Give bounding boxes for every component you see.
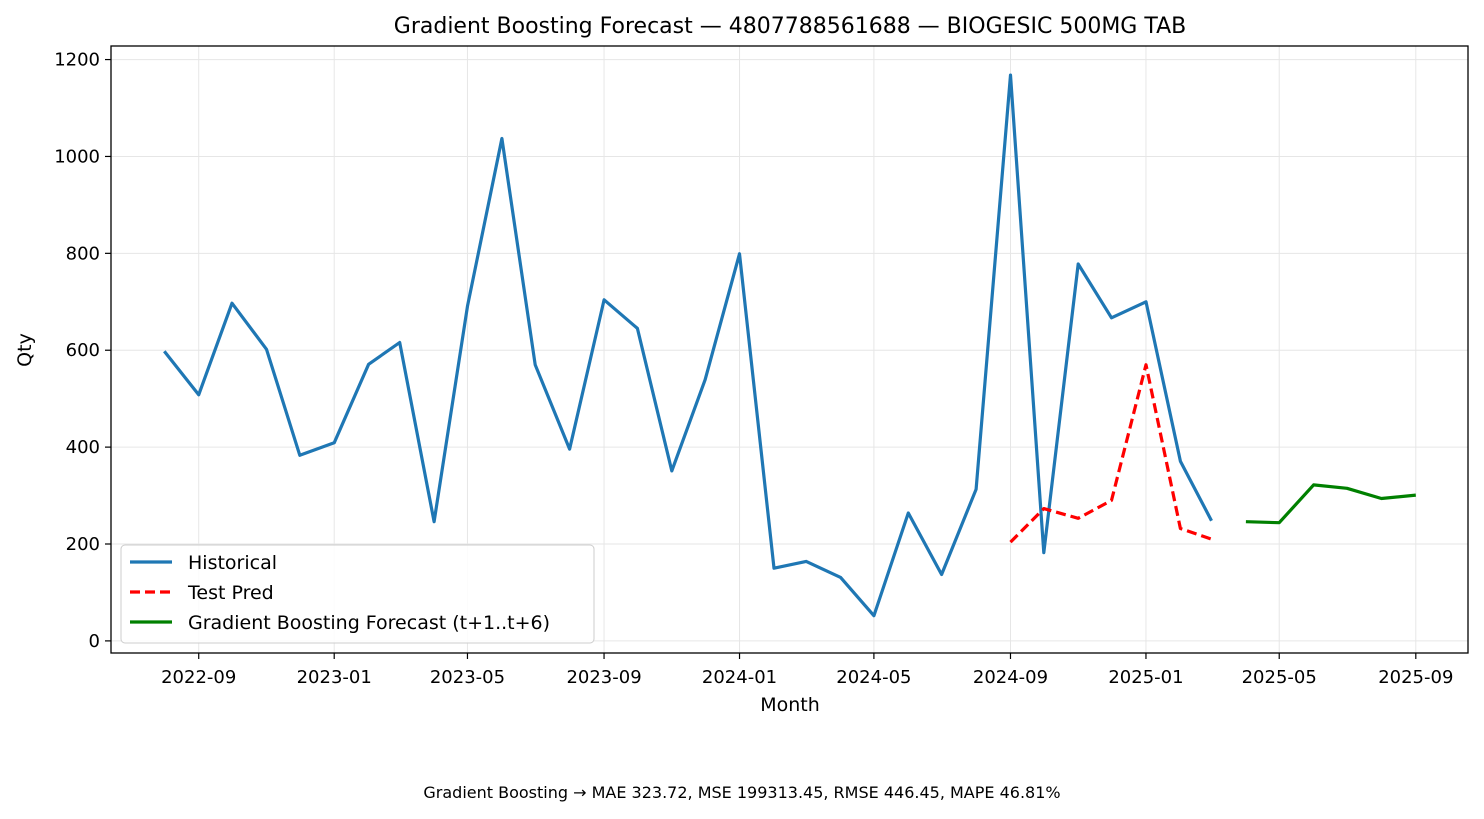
y-tick-label: 1200	[54, 50, 100, 71]
y-tick-label: 1000	[54, 146, 100, 167]
x-tick-label: 2025-05	[1242, 667, 1317, 688]
legend-box	[120, 544, 595, 644]
y-tick-label: 600	[66, 340, 100, 361]
plot-frame	[110, 45, 1469, 654]
historical-line	[163, 73, 1213, 618]
legend-label: Test Pred	[187, 582, 274, 604]
y-tick-label: 800	[66, 243, 100, 264]
axis-ticks: 2022-09 2023-01 2023-05 2023-09 2024-01 2024-…	[54, 50, 1453, 688]
x-tick-label: 2024-01	[702, 667, 777, 688]
x-tick-label: 2024-05	[836, 667, 911, 688]
x-tick-label: 2023-05	[430, 667, 505, 688]
legend: Historical Test Pred Gradient Boosting For…	[120, 544, 595, 644]
legend-label: Gradient Boosting Forecast (t+1..t+6)	[188, 612, 550, 634]
y-axis-label: Qty	[14, 333, 36, 367]
metrics-footer: Gradient Boosting → MAE 323.72, MSE 1993…	[423, 783, 1061, 802]
x-tick-label: 2024-09	[973, 667, 1048, 688]
x-tick-label: 2025-01	[1108, 667, 1183, 688]
chart-title: Gradient Boosting Forecast — 48077885616…	[394, 14, 1186, 39]
y-tick-label: 200	[66, 534, 100, 555]
x-tick-label: 2023-09	[566, 667, 641, 688]
x-tick-label: 2025-09	[1378, 667, 1453, 688]
legend-label: Historical	[188, 552, 277, 574]
x-axis-label: Month	[760, 694, 820, 716]
x-tick-label: 2023-01	[297, 667, 372, 688]
test-pred-line	[1009, 363, 1213, 544]
x-tick-label: 2022-09	[161, 667, 236, 688]
series-lines	[163, 73, 1416, 618]
y-tick-label: 400	[66, 437, 100, 458]
y-tick-label: 0	[89, 631, 100, 652]
gradient-boosting-forecast-t-1-t-6-line	[1245, 483, 1416, 525]
